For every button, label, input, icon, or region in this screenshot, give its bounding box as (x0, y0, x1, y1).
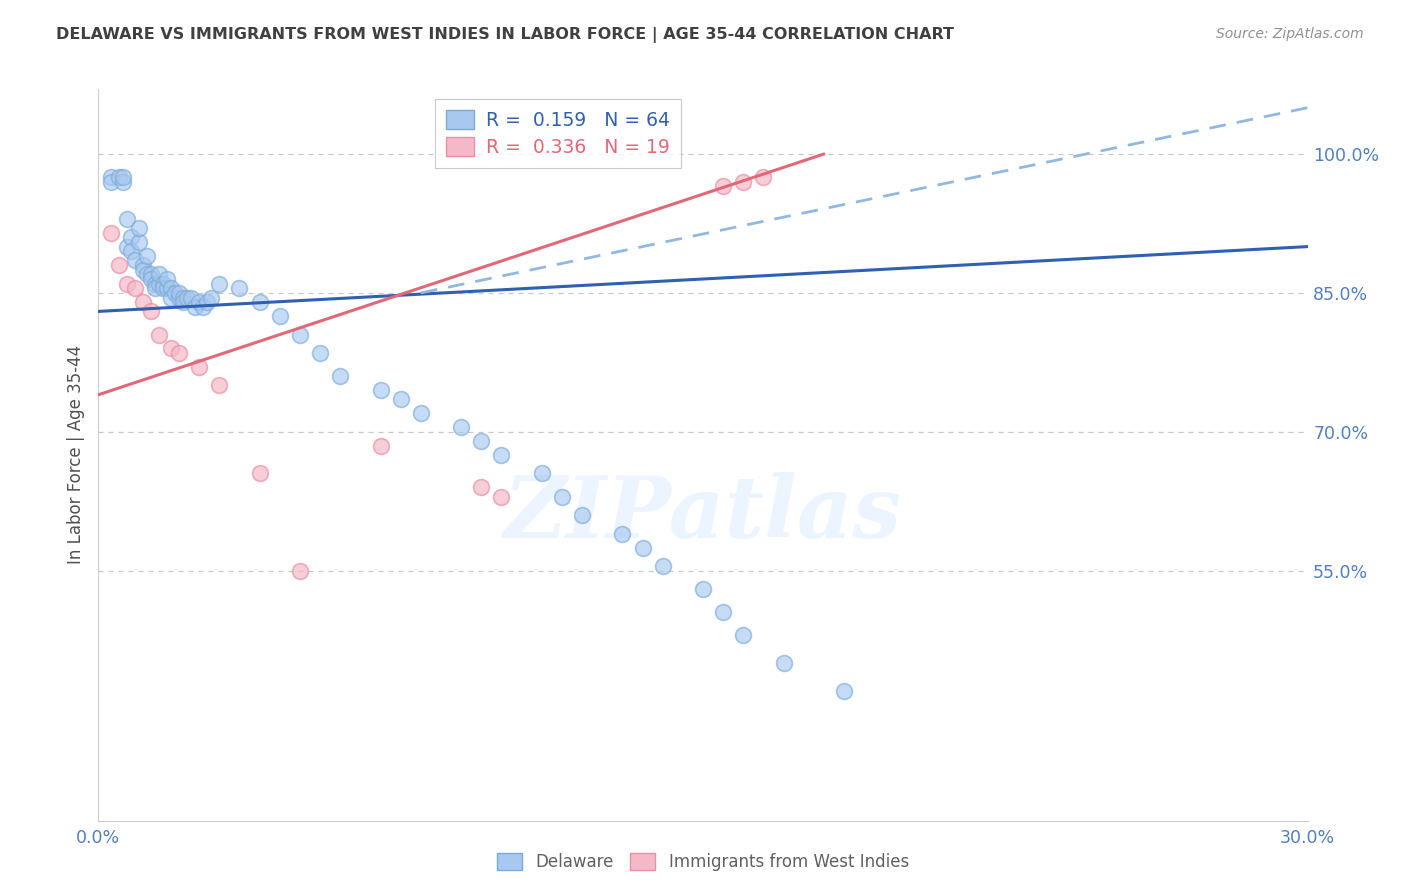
Point (167, 346, 190, 360)
Point (711, 179, 734, 194)
Point (370, 383, 392, 397)
Point (132, 262, 155, 277)
Point (176, 291, 198, 305)
Point (692, 582, 714, 597)
Point (148, 268, 170, 282)
Point (772, 657, 794, 671)
Point (389, 392, 412, 407)
Point (139, 272, 162, 286)
Point (172, 291, 194, 305)
Point (120, 230, 142, 244)
Point (208, 277, 231, 291)
Point (120, 244, 142, 259)
Point (143, 281, 166, 295)
Point (167, 291, 190, 305)
Point (132, 295, 155, 310)
Point (111, 175, 134, 189)
Point (370, 439, 392, 453)
Text: Source: ZipAtlas.com: Source: ZipAtlas.com (1216, 27, 1364, 41)
Point (139, 268, 162, 282)
Point (188, 295, 211, 310)
Point (184, 300, 207, 314)
Point (128, 235, 150, 249)
Point (124, 281, 146, 295)
Point (107, 170, 129, 185)
Point (148, 327, 170, 342)
Text: DELAWARE VS IMMIGRANTS FROM WEST INDIES IN LABOR FORCE | AGE 35-44 CORRELATION C: DELAWARE VS IMMIGRANTS FROM WEST INDIES … (56, 27, 955, 43)
Point (156, 272, 179, 286)
Point (571, 508, 593, 522)
Point (651, 559, 673, 574)
Point (470, 480, 492, 494)
Point (163, 285, 186, 300)
Point (152, 281, 174, 295)
Point (148, 277, 170, 291)
Point (115, 277, 138, 291)
Point (100, 175, 122, 189)
Point (450, 420, 472, 434)
Point (115, 211, 138, 226)
Point (733, 628, 755, 642)
Point (115, 239, 138, 253)
Point (470, 434, 492, 448)
Point (228, 281, 250, 295)
Point (832, 684, 855, 698)
Point (711, 605, 734, 619)
Point (188, 359, 211, 374)
Point (143, 277, 166, 291)
Point (160, 342, 183, 356)
Point (132, 258, 155, 272)
Point (249, 467, 271, 481)
Point (152, 277, 174, 291)
Point (208, 378, 231, 392)
Point (167, 285, 190, 300)
Point (309, 346, 332, 360)
Point (124, 253, 146, 268)
Point (329, 369, 352, 384)
Text: ZIPatlas: ZIPatlas (503, 472, 903, 555)
Point (631, 541, 654, 555)
Point (269, 309, 291, 323)
Point (160, 281, 183, 295)
Point (172, 295, 194, 310)
Point (107, 258, 129, 272)
Point (160, 291, 183, 305)
Point (249, 295, 271, 310)
Legend: Delaware, Immigrants from West Indies: Delaware, Immigrants from West Indies (491, 847, 915, 878)
Point (193, 300, 215, 314)
Point (135, 249, 157, 263)
Point (288, 327, 311, 342)
Point (288, 564, 311, 578)
Point (752, 170, 775, 185)
Point (530, 467, 553, 481)
Point (551, 490, 574, 504)
Y-axis label: In Labor Force | Age 35-44: In Labor Force | Age 35-44 (66, 345, 84, 565)
Point (111, 170, 134, 185)
Point (733, 175, 755, 189)
Point (135, 268, 157, 282)
Point (200, 291, 222, 305)
Point (139, 304, 162, 318)
Point (100, 170, 122, 185)
Point (128, 221, 150, 235)
Point (409, 406, 432, 420)
Point (491, 448, 513, 462)
Point (156, 281, 179, 295)
Point (195, 295, 218, 310)
Point (180, 291, 202, 305)
Point (491, 490, 513, 504)
Point (100, 226, 122, 240)
Point (612, 526, 634, 541)
